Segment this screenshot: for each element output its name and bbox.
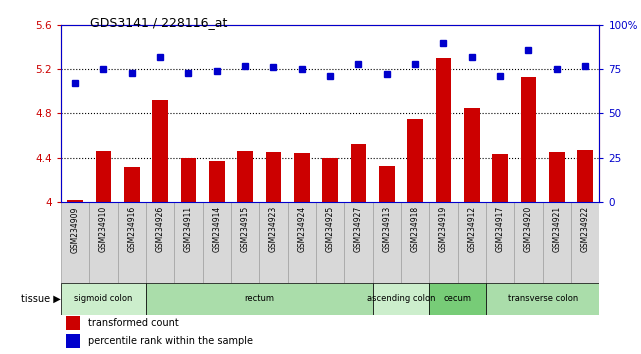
Bar: [436, 58, 451, 202]
Bar: [372, 202, 401, 283]
Text: GDS3141 / 228116_at: GDS3141 / 228116_at: [90, 16, 227, 29]
Text: tissue ▶: tissue ▶: [21, 294, 61, 304]
Text: percentile rank within the sample: percentile rank within the sample: [88, 336, 253, 346]
Text: GSM234915: GSM234915: [240, 206, 249, 252]
Bar: [571, 202, 599, 283]
Bar: [429, 202, 458, 283]
Text: GSM234926: GSM234926: [156, 206, 165, 252]
Bar: [174, 202, 203, 283]
Text: GSM234919: GSM234919: [439, 206, 448, 252]
Bar: [288, 202, 316, 283]
Bar: [344, 202, 372, 283]
Bar: [351, 144, 366, 202]
Bar: [231, 202, 259, 283]
Bar: [316, 202, 344, 283]
Bar: [67, 200, 83, 202]
Bar: [89, 202, 117, 283]
Bar: [322, 158, 338, 202]
Text: GSM234923: GSM234923: [269, 206, 278, 252]
Bar: [514, 202, 543, 283]
Bar: [458, 202, 486, 283]
Text: rectum: rectum: [244, 295, 274, 303]
Text: transformed count: transformed count: [88, 318, 179, 328]
Bar: [203, 202, 231, 283]
Text: GSM234922: GSM234922: [581, 206, 590, 252]
Text: GSM234914: GSM234914: [212, 206, 221, 252]
Text: sigmoid colon: sigmoid colon: [74, 295, 133, 303]
Bar: [407, 119, 423, 202]
Bar: [146, 283, 372, 315]
Bar: [153, 100, 168, 202]
Text: transverse colon: transverse colon: [508, 295, 578, 303]
Text: GSM234911: GSM234911: [184, 206, 193, 252]
Bar: [294, 153, 310, 202]
Bar: [237, 151, 253, 202]
Bar: [181, 158, 196, 202]
Bar: [146, 202, 174, 283]
Text: GSM234912: GSM234912: [467, 206, 476, 252]
Bar: [372, 283, 429, 315]
Bar: [486, 283, 599, 315]
Text: GSM234920: GSM234920: [524, 206, 533, 252]
Text: ascending colon: ascending colon: [367, 295, 435, 303]
Bar: [265, 152, 281, 202]
Text: GSM234927: GSM234927: [354, 206, 363, 252]
Bar: [486, 202, 514, 283]
Text: cecum: cecum: [444, 295, 472, 303]
Bar: [520, 77, 537, 202]
Bar: [379, 166, 395, 202]
Bar: [401, 202, 429, 283]
Bar: [61, 283, 146, 315]
Text: GSM234916: GSM234916: [128, 206, 137, 252]
Bar: [259, 202, 288, 283]
Text: GSM234925: GSM234925: [326, 206, 335, 252]
Text: GSM234913: GSM234913: [382, 206, 391, 252]
Bar: [209, 161, 224, 202]
Bar: [117, 202, 146, 283]
Bar: [549, 152, 565, 202]
Bar: [66, 316, 79, 330]
Bar: [124, 167, 140, 202]
Bar: [96, 151, 111, 202]
Bar: [61, 202, 89, 283]
Text: GSM234921: GSM234921: [553, 206, 562, 252]
Bar: [543, 202, 571, 283]
Text: GSM234924: GSM234924: [297, 206, 306, 252]
Bar: [429, 283, 486, 315]
Text: GSM234917: GSM234917: [495, 206, 504, 252]
Bar: [66, 334, 79, 348]
Bar: [578, 150, 593, 202]
Bar: [492, 154, 508, 202]
Text: GSM234910: GSM234910: [99, 206, 108, 252]
Text: GSM234918: GSM234918: [411, 206, 420, 252]
Bar: [464, 108, 479, 202]
Text: GSM234909: GSM234909: [71, 206, 79, 252]
